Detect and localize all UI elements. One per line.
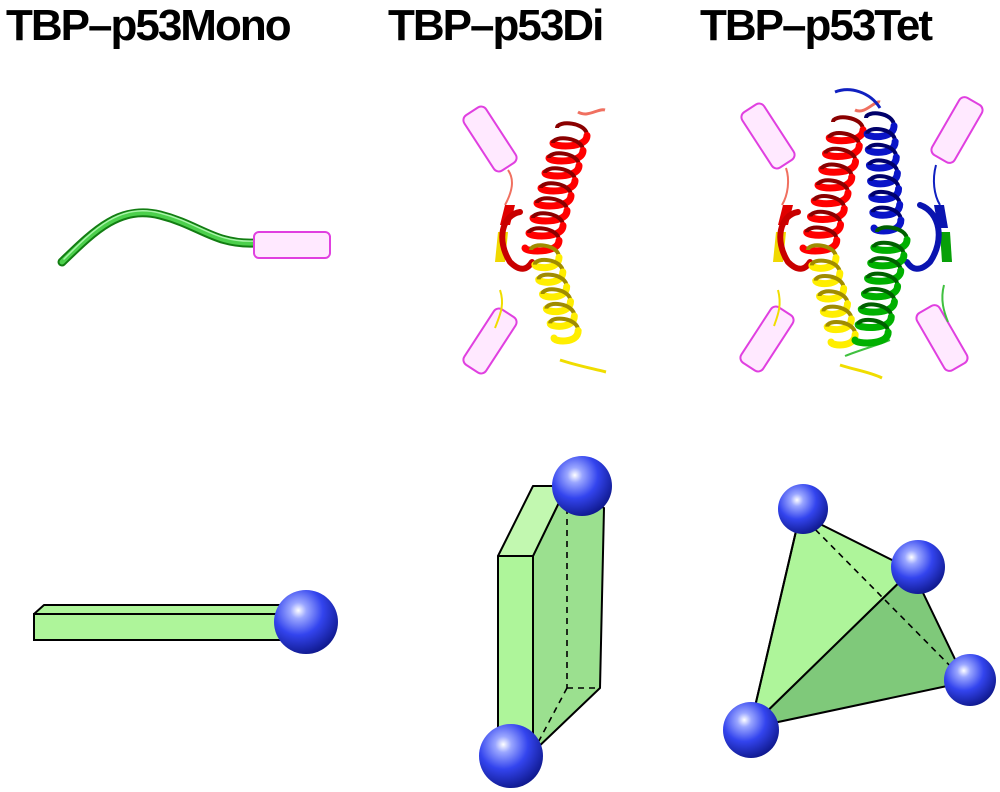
sphere-node-icon [891, 540, 945, 594]
title-tet: TBP–p53Tet [700, 1, 933, 50]
alpha-helix-icon [529, 243, 582, 345]
tet-tetrahedron-model [723, 484, 996, 758]
alpha-helix-icon [806, 243, 859, 349]
sphere-node-icon [274, 590, 338, 654]
tbp-cylinder-icon [253, 231, 331, 259]
tbp-cylinder-icon [739, 305, 795, 373]
title-mono: TBP–p53Mono [6, 1, 292, 50]
sphere-node-icon [479, 724, 543, 788]
tbp-cylinder-icon [915, 304, 969, 372]
alpha-helix-icon [851, 225, 911, 347]
tbp-cylinder-icon [462, 307, 518, 375]
alpha-helix-icon [521, 121, 591, 255]
sphere-node-icon [552, 456, 612, 516]
di-slab-model [479, 456, 612, 788]
tet-structure [739, 88, 984, 380]
sphere-node-icon [778, 484, 828, 534]
mono-bar-model [33, 590, 338, 654]
alpha-helix-icon [799, 115, 867, 255]
title-di: TBP–p53Di [388, 1, 604, 50]
tbp-cylinder-icon [462, 105, 518, 173]
sphere-node-icon [944, 654, 996, 706]
mono-structure [57, 208, 331, 267]
tbp-cylinder-icon [740, 102, 796, 170]
beta-strand-icon [940, 232, 952, 262]
di-structure [462, 105, 607, 375]
tbp-cylinder-icon [930, 96, 984, 164]
alpha-helix-icon [863, 111, 905, 235]
sphere-node-icon [723, 702, 779, 758]
